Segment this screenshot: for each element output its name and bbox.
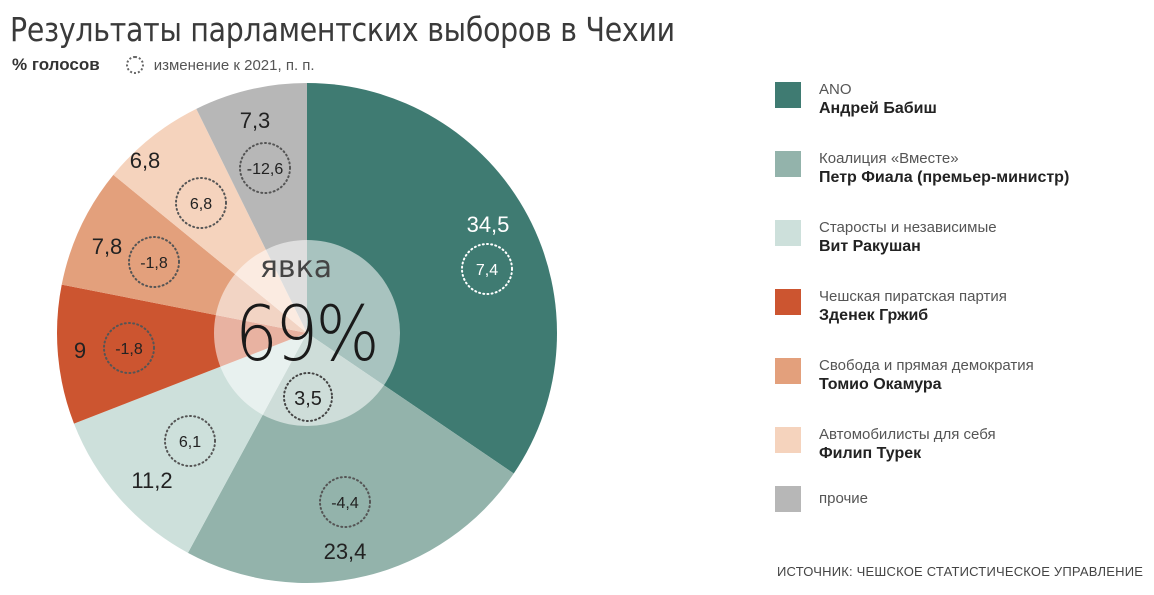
legend-swatch [775,358,801,384]
slice-value-label: 11,2 [131,468,172,493]
source-note: ИСТОЧНИК: ЧЕШСКОЕ СТАТИСТИЧЕСКОЕ УПРАВЛЕ… [777,564,1144,579]
slice-change-label: -12,6 [247,161,284,178]
legend-item: Старосты и независимые Вит Ракушан [775,218,997,257]
legend-item: Коалиция «Вместе» Петр Фиала (премьер-мин… [775,149,1069,188]
legend-item: Свобода и прямая демократия Томио Окамура [775,356,1034,395]
dotted-circle-icon [125,56,144,74]
legend-leader-name: Вит Ракушан [819,238,921,255]
slice-change-label: -1,8 [115,341,143,358]
change-ring [239,142,291,194]
pie-slices [57,83,557,583]
change-ring [461,243,513,295]
legend-party-name: Свобода и прямая демократия [819,357,1034,374]
legend-text: Коалиция «Вместе» Петр Фиала (премьер-мин… [819,149,1069,188]
turnout-change-ring [283,372,333,422]
pie-slice [187,333,514,583]
turnout-center-disc [214,240,400,426]
change-ring [175,177,227,229]
legend-party-name: прочие [819,490,869,507]
legend-swatch [775,151,801,177]
legend-swatch [775,82,801,108]
legend-party-name: Чешская пиратская партия [819,288,1007,305]
legend-swatch [775,220,801,246]
legend-swatch [775,427,801,453]
change-ring [319,476,371,528]
change-ring [128,236,180,288]
legend-leader-name: Филип Турек [819,445,922,462]
pie-slice [307,83,557,474]
pie-labels: 34,5 7,4 23,4 -4,4 11,2 6,1 9 -1,8 7,8 -1,8 6,8 6,8… [74,108,513,564]
slice-value-label: 9 [74,338,86,363]
slice-value-label: 7,3 [240,108,271,133]
legend-swatch [775,289,801,315]
turnout-change: 3,5 [294,388,322,410]
slice-value-label: 23,4 [324,539,367,564]
pie-slice [57,284,308,424]
slice-change-label: 6,8 [190,196,212,213]
chart-subtitle: % голосов изменение к 2021, п. п. [12,55,315,75]
pie-chart: 34,5 7,4 23,4 -4,4 11,2 6,1 9 -1,8 7,8 -1,8 6,8 6,8… [57,83,557,583]
slice-value-label: 7,8 [92,234,123,259]
legend-text: ANO Андрей Бабиш [819,80,937,119]
change-note: изменение к 2021, п. п. [153,56,315,74]
chart-title: Результаты парламентских выборов в Чехии [10,10,675,49]
slice-change-label: 6,1 [179,434,201,451]
legend-text: Свобода и прямая демократия Томио Окамура [819,356,1034,395]
legend-text: прочие [819,489,868,508]
turnout-label: явка [260,250,332,285]
legend-party-name: ANO [819,81,852,98]
legend-text: Старосты и независимые Вит Ракушан [819,218,997,257]
slice-change-label: 7,4 [476,262,498,279]
slice-value-label: 6,8 [130,148,161,173]
legend-leader-name: Зденек Гржиб [819,307,929,324]
slice-value-label: 34,5 [467,212,510,237]
turnout-value: 69% [235,289,377,378]
change-ring [103,322,155,374]
legend-swatch [775,486,801,512]
legend-leader-name: Томио Окамура [819,376,942,393]
legend-text: Чешская пиратская партия Зденек Гржиб [819,287,1007,326]
legend-item: Чешская пиратская партия Зденек Гржиб [775,287,1007,326]
change-ring [164,415,216,467]
legend-party-name: Старосты и независимые [819,219,997,236]
legend-party-name: Автомобилисты для себя [819,426,996,443]
legend-item: Автомобилисты для себя Филип Турек [775,425,996,464]
legend-leader-name: Петр Фиала (премьер-министр) [819,169,1070,186]
slice-change-label: -1,8 [140,255,168,272]
votes-percent-label: % голосов [12,55,100,74]
legend-item: ANO Андрей Бабиш [775,80,937,119]
legend-item: прочие [775,486,868,512]
slice-change-label: -4,4 [331,495,359,512]
legend-text: Автомобилисты для себя Филип Турек [819,425,996,464]
legend-leader-name: Андрей Бабиш [819,100,937,117]
legend-party-name: Коалиция «Вместе» [819,150,959,167]
